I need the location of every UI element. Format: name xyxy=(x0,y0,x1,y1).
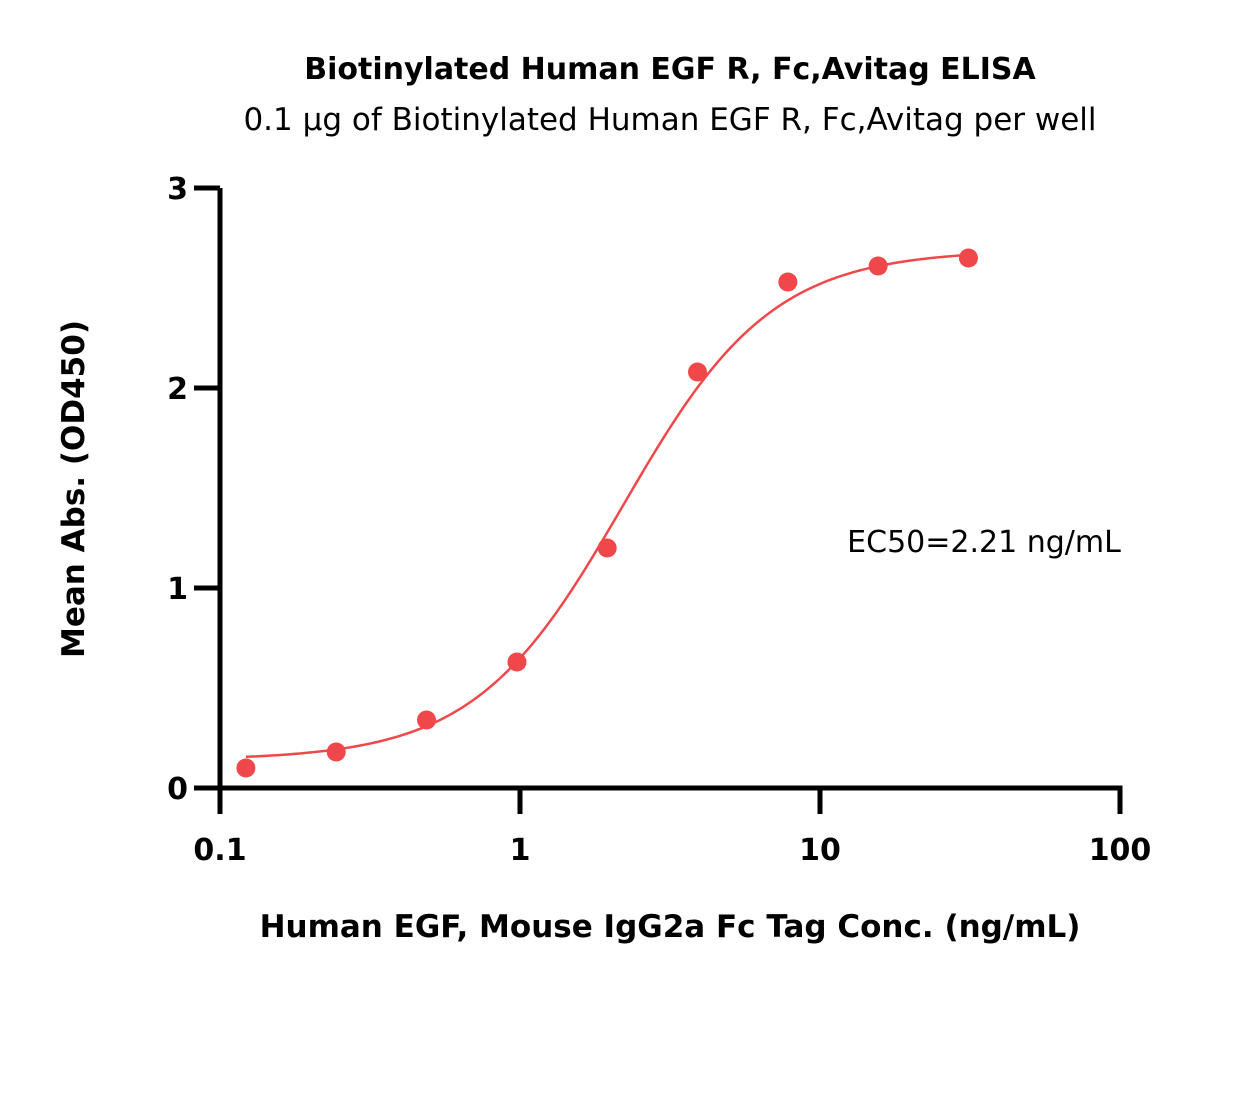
x-tick-label: 1 xyxy=(510,833,531,868)
data-points xyxy=(236,248,978,778)
y-tick-label: 0 xyxy=(167,772,188,807)
data-point xyxy=(778,272,798,292)
data-point xyxy=(236,758,256,778)
x-tick-label: 10 xyxy=(799,833,841,868)
data-point xyxy=(507,652,527,672)
y-axis-label: Mean Abs. (OD450) xyxy=(56,320,92,658)
axes xyxy=(217,188,1123,791)
data-point xyxy=(958,248,978,268)
x-axis-ticks: 0.1 1 10 100 xyxy=(193,788,1151,868)
data-point xyxy=(868,256,888,276)
y-tick-label: 1 xyxy=(167,572,188,607)
chart-subtitle: 0.1 µg of Biotinylated Human EGF R, Fc,A… xyxy=(243,102,1096,138)
y-tick-label: 2 xyxy=(167,372,188,407)
data-point xyxy=(326,742,346,762)
x-tick-label: 100 xyxy=(1089,833,1152,868)
data-point xyxy=(417,710,437,730)
chart-title: Biotinylated Human EGF R, Fc,Avitag ELIS… xyxy=(304,52,1036,87)
ec50-annotation: EC50=2.21 ng/mL xyxy=(847,525,1121,560)
data-point xyxy=(597,538,617,558)
data-point xyxy=(688,362,708,382)
x-tick-label: 0.1 xyxy=(193,833,246,868)
x-axis-label: Human EGF, Mouse IgG2a Fc Tag Conc. (ng/… xyxy=(260,909,1081,945)
y-tick-label: 3 xyxy=(167,172,188,207)
y-axis-ticks: 0 1 2 3 xyxy=(167,172,220,807)
fitted-curve xyxy=(245,253,969,759)
